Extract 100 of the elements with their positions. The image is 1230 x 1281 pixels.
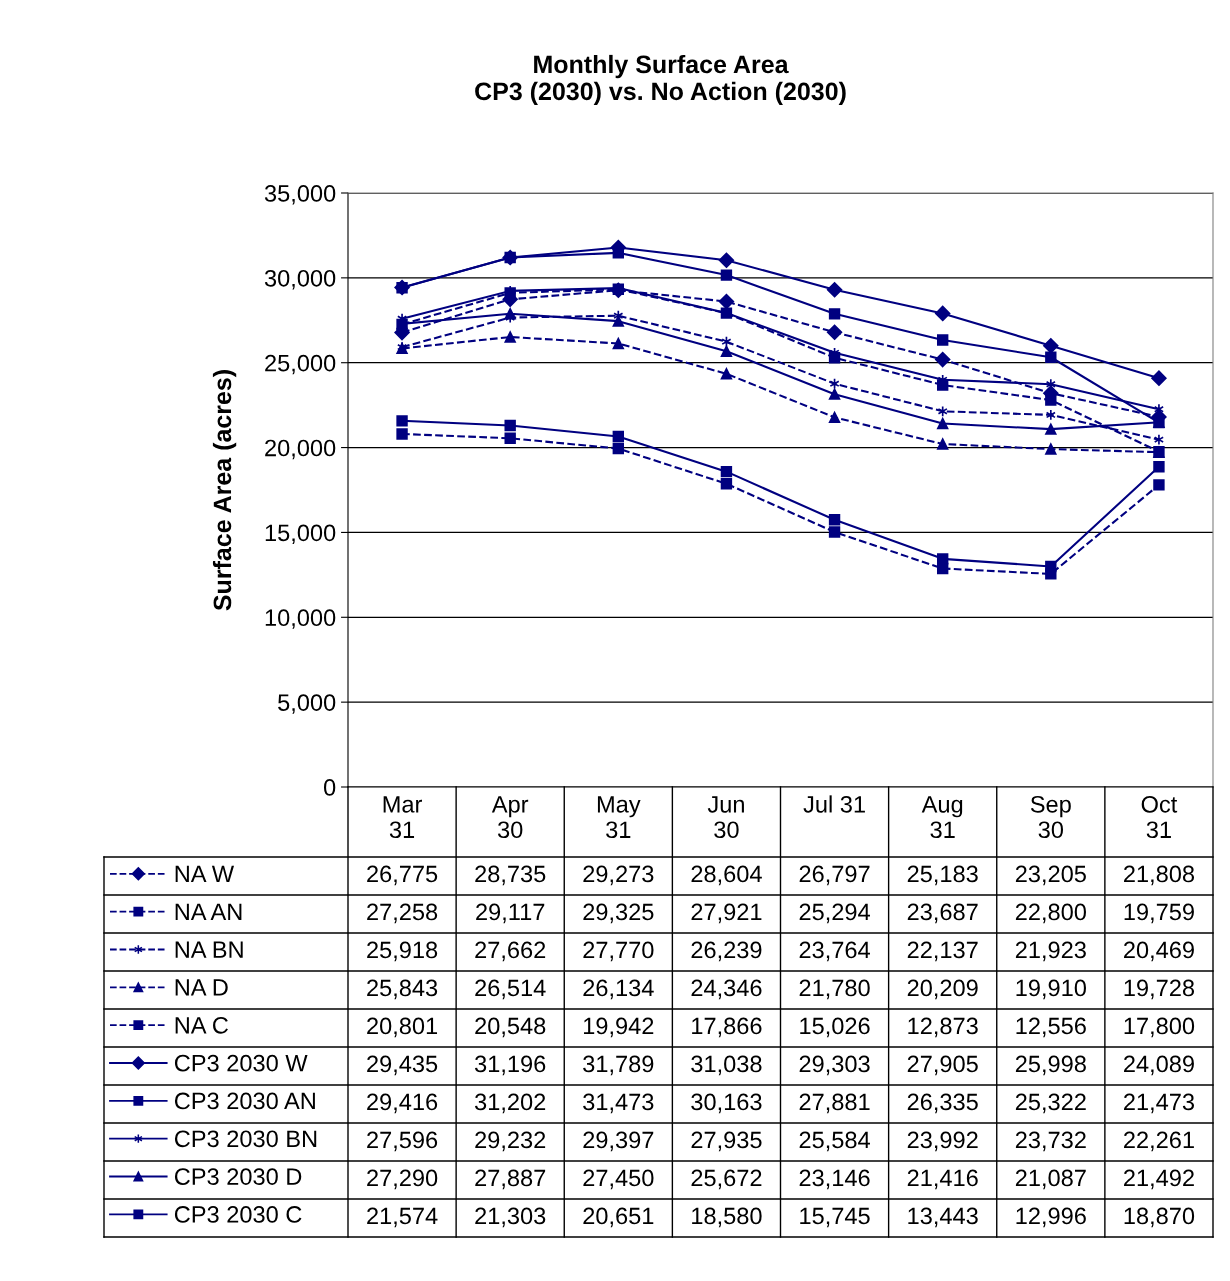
data-label: 31,038 <box>691 1055 762 1076</box>
data-label: 19,942 <box>584 1017 654 1038</box>
data-label: 27,450 <box>583 1169 654 1190</box>
data-label: 21,473 <box>1124 1093 1195 1114</box>
data-label: 19,728 <box>1124 979 1195 1000</box>
data-label: 31,789 <box>583 1055 654 1076</box>
data-label: 30,163 <box>691 1093 762 1114</box>
data-label: 20,801 <box>367 1017 438 1038</box>
data-label: 26,335 <box>907 1093 978 1114</box>
legend-label: NA BN <box>175 941 243 958</box>
data-label: 24,346 <box>691 979 762 1000</box>
data-label: 27,935 <box>691 1131 762 1152</box>
data-label: 20,469 <box>1124 941 1194 962</box>
data-label: 29,273 <box>583 865 654 886</box>
data-label: 21,780 <box>799 979 870 1000</box>
data-label: 25,322 <box>1015 1093 1086 1114</box>
data-label: 27,881 <box>799 1093 870 1114</box>
data-label: 26,239 <box>691 941 762 962</box>
data-label: 27,770 <box>583 941 654 962</box>
data-label: 25,998 <box>1015 1055 1086 1076</box>
y-tick-label: 35,000 <box>264 185 336 205</box>
data-label: 27,596 <box>367 1131 438 1152</box>
x-tick-label: Jul 31 <box>803 795 865 813</box>
data-label: 22,800 <box>1015 903 1086 924</box>
data-label: 21,416 <box>907 1169 978 1190</box>
data-label: 20,548 <box>475 1017 546 1038</box>
data-label: 21,492 <box>1124 1169 1194 1190</box>
data-label: 29,416 <box>367 1093 438 1114</box>
x-tick-label: Oct 31 <box>1141 795 1178 839</box>
data-label: 15,745 <box>800 1207 870 1228</box>
data-label: 12,873 <box>908 1017 978 1038</box>
data-label: 26,797 <box>799 865 870 886</box>
data-label: 31,473 <box>583 1093 654 1114</box>
data-label: 12,996 <box>1016 1207 1086 1228</box>
legend-label: CP3 2030 BN <box>174 1130 317 1148</box>
legend-label: NA C <box>175 1016 228 1034</box>
data-label: 23,732 <box>1015 1131 1086 1152</box>
data-label: 22,261 <box>1124 1131 1194 1152</box>
data-label: 25,843 <box>367 979 438 1000</box>
data-label: 21,303 <box>475 1207 546 1228</box>
data-label: 21,808 <box>1124 865 1195 886</box>
legend-label: NA W <box>175 865 235 883</box>
y-tick-label: 25,000 <box>265 354 336 375</box>
data-label: 27,662 <box>475 941 546 962</box>
data-label: 17,800 <box>1124 1017 1195 1038</box>
data-label: 31,196 <box>474 1055 546 1076</box>
legend-label: CP3 2030 W <box>174 1054 308 1072</box>
data-label: 27,905 <box>907 1055 978 1076</box>
legend-label: CP3 2030 D <box>174 1168 302 1185</box>
data-label: 25,294 <box>799 903 870 924</box>
x-tick-label: Mar 31 <box>383 796 422 839</box>
data-label: 25,584 <box>799 1131 870 1152</box>
data-label: 28,604 <box>691 865 762 886</box>
y-tick-label: 0 <box>323 779 336 796</box>
chart-title: Monthly Surface Area CP3 (2030) vs. No Action (2030) <box>475 54 846 106</box>
data-label: 29,232 <box>475 1131 546 1152</box>
data-label: 20,209 <box>907 979 978 1000</box>
data-label: 23,992 <box>907 1131 978 1152</box>
data-label: 27,258 <box>367 903 438 924</box>
data-label: 27,921 <box>691 903 762 924</box>
x-tick-label: Sep 30 <box>1030 795 1071 839</box>
data-label: 28,735 <box>475 865 546 886</box>
legend-label: NA AN <box>175 903 242 920</box>
data-label: 19,910 <box>1016 979 1086 1000</box>
data-label: 18,580 <box>692 1207 762 1228</box>
data-label: 25,183 <box>907 865 978 886</box>
data-label: 29,397 <box>583 1131 654 1152</box>
y-tick-label: 5,000 <box>278 694 336 714</box>
data-label: 21,923 <box>1015 941 1086 962</box>
data-label: 29,325 <box>583 903 654 924</box>
data-label: 21,574 <box>367 1207 438 1228</box>
data-label: 21,087 <box>1015 1169 1086 1190</box>
x-tick-label: Apr 30 <box>491 796 529 839</box>
data-label: 29,303 <box>799 1055 870 1076</box>
data-label: 24,089 <box>1124 1055 1194 1076</box>
data-label: 31,202 <box>474 1093 546 1114</box>
data-label: 18,870 <box>1124 1207 1195 1228</box>
data-label: 17,866 <box>692 1017 762 1038</box>
y-tick-label: 20,000 <box>265 439 336 460</box>
data-label: 27,887 <box>475 1169 546 1190</box>
y-tick-label: 30,000 <box>264 269 336 290</box>
data-label: 19,759 <box>1124 903 1194 924</box>
y-tick-label: 15,000 <box>265 524 336 545</box>
data-label: 12,556 <box>1016 1017 1086 1038</box>
data-label: 25,918 <box>367 941 438 962</box>
data-label: 23,146 <box>799 1169 870 1190</box>
legend-label: CP3 2030 AN <box>174 1092 315 1110</box>
data-label: 20,651 <box>583 1207 654 1228</box>
data-label: 29,117 <box>476 903 545 924</box>
legend-label: CP3 2030 C <box>174 1206 302 1223</box>
data-label: 27,290 <box>367 1169 438 1190</box>
data-label: 26,514 <box>475 979 546 1000</box>
data-label: 13,443 <box>908 1207 978 1228</box>
data-label: 23,205 <box>1015 865 1086 886</box>
data-label: 15,026 <box>800 1017 870 1038</box>
data-label: 23,687 <box>907 903 978 924</box>
data-label: 26,775 <box>367 865 438 886</box>
data-label: 22,137 <box>907 941 978 962</box>
x-tick-label: May 31 <box>597 796 641 839</box>
data-label: 26,134 <box>583 979 654 1000</box>
